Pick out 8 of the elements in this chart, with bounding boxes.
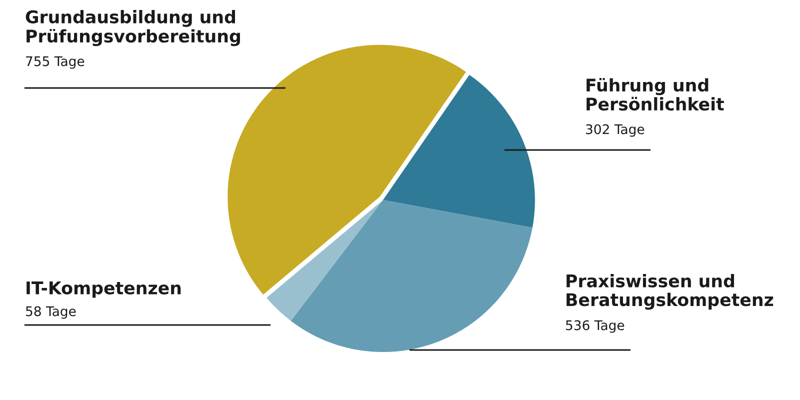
slice-label: Praxiswissen und Beratungskompetenz: [566, 274, 774, 310]
slice-label: Grundausbildung und Prüfungsvorbereitung: [26, 10, 240, 46]
data-label: 755 Tage: [26, 56, 84, 69]
data-label: 302 Tage: [586, 124, 644, 137]
data-label: 58 Tage: [26, 306, 76, 319]
data-label: 536 Tage: [566, 320, 624, 333]
slice-label: IT-Kompetenzen: [26, 282, 181, 298]
slice-label: Führung und Persönlichkeit: [586, 78, 724, 111]
